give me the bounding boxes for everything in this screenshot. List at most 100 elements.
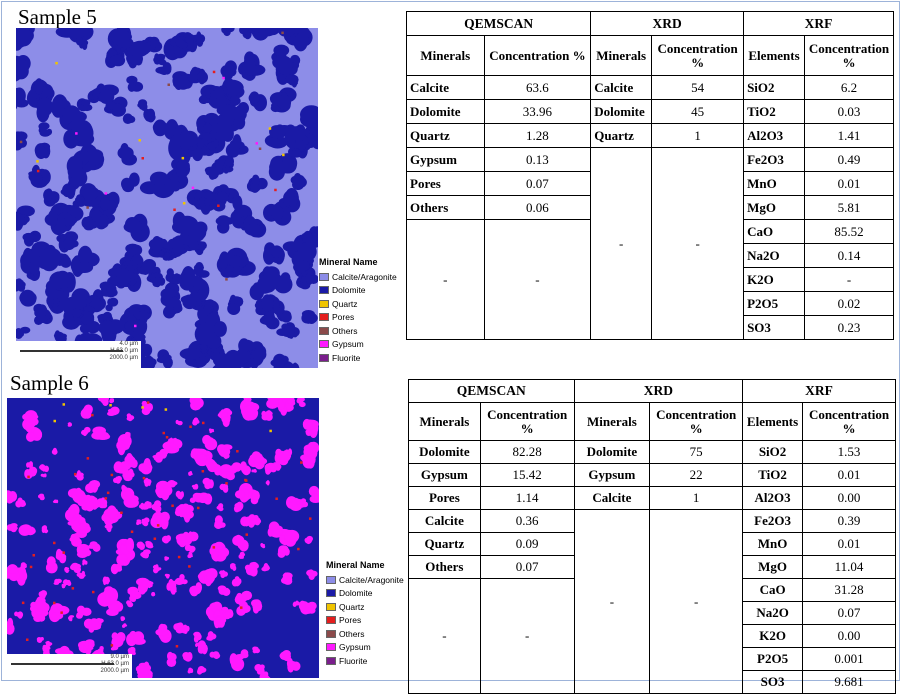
- pore-grain: [30, 566, 33, 569]
- qemscan-mineral: Quartz: [407, 124, 485, 148]
- qemscan-header: QEMSCAN: [407, 12, 591, 36]
- accessory-grain: [225, 278, 228, 281]
- gypsum-grain: [175, 574, 188, 585]
- xrf-value: 0.07: [803, 602, 896, 625]
- gypsum-grain: [280, 650, 291, 661]
- legend-item-gypsum: Gypsum: [326, 641, 404, 655]
- qemscan-mineral: Quartz: [409, 533, 481, 556]
- pore-grain: [154, 538, 157, 541]
- concentration-header: Concentration %: [803, 403, 896, 441]
- gypsum-grain: [109, 398, 114, 403]
- pore-grain: [171, 505, 174, 508]
- dolomite-grain: [221, 28, 234, 36]
- xrd-header: XRD: [574, 380, 743, 403]
- gypsum-grain: [244, 398, 252, 402]
- gypsum-grain: [141, 517, 149, 526]
- accessory-grain: [86, 206, 89, 209]
- gypsum-grain: [145, 541, 153, 549]
- xrf-element: K2O: [743, 625, 803, 648]
- pore-grain: [202, 470, 205, 473]
- gypsum-grain: [122, 623, 127, 628]
- gypsum-grain: [14, 611, 23, 618]
- legend-item-pores: Pores: [326, 614, 404, 628]
- sample-5-scalebar: 4.0 µm H 63.0 µm 2000.0 µm: [16, 341, 141, 368]
- xrd-blank: -: [650, 510, 743, 694]
- concentration-header: Concentration %: [805, 36, 894, 76]
- xrf-value: 1.53: [803, 441, 896, 464]
- dolomite-grain: [38, 122, 52, 137]
- accessory-grain: [183, 202, 186, 205]
- xrf-value: 6.2: [805, 76, 894, 100]
- pore-grain: [131, 531, 134, 534]
- xrf-element: SiO2: [744, 76, 805, 100]
- gypsum-grain: [155, 624, 171, 643]
- concentration-header: Concentration %: [650, 403, 743, 441]
- others-swatch: [319, 327, 329, 335]
- gypsum-grain: [7, 523, 18, 532]
- gypsum-grain: [54, 579, 62, 585]
- qemscan-value: 1.14: [480, 487, 574, 510]
- pore-grain: [178, 556, 181, 559]
- gypsum-grain: [220, 484, 229, 493]
- gypsum-grain: [7, 618, 15, 635]
- xrf-value: 5.81: [805, 196, 894, 220]
- gypsum-grain: [139, 503, 150, 510]
- scale-text-3: 2000.0 µm: [16, 355, 141, 362]
- xrf-value: 0.39: [803, 510, 896, 533]
- pore-grain: [246, 533, 249, 536]
- gypsum-grain: [39, 464, 49, 472]
- gypsum-grain: [81, 405, 93, 419]
- qemscan-value: 0.36: [480, 510, 574, 533]
- accessory-grain: [213, 71, 216, 74]
- dolomite-grain: [16, 278, 26, 291]
- gypsum-grain: [251, 469, 256, 473]
- gypsum-grain: [53, 500, 58, 504]
- xrf-value: 11.04: [803, 556, 896, 579]
- gypsum-grain: [210, 651, 221, 659]
- legend-title: Mineral Name: [326, 560, 404, 570]
- gypsum-grain: [111, 564, 122, 574]
- gypsum-grain: [150, 512, 169, 530]
- gypsum-grain: [188, 668, 194, 674]
- xrf-value: 0.00: [803, 625, 896, 648]
- qemscan-blank: -: [480, 579, 574, 694]
- gypsum-grain: [41, 473, 47, 477]
- gypsum-grain: [167, 652, 177, 667]
- sample-6-mineral-map: 9.0 µm H 63.0 µm 2000.0 µm: [7, 398, 319, 678]
- gypsum-grain: [138, 458, 152, 474]
- gypsum-grain: [306, 569, 318, 580]
- pore-grain: [189, 426, 192, 429]
- pore-grain: [275, 498, 278, 501]
- qemscan-value: 0.06: [484, 196, 591, 220]
- xrd-blank: -: [574, 510, 650, 694]
- qemscan-value: 82.28: [480, 441, 574, 464]
- xrd-mineral: Calcite: [574, 487, 650, 510]
- gypsum-grain: [71, 514, 87, 531]
- qemscan-value: 0.09: [480, 533, 574, 556]
- gypsum-grain: [238, 649, 249, 660]
- gypsum-swatch: [319, 340, 329, 348]
- dolomite-grain: [291, 173, 307, 190]
- gypsum-grain: [42, 525, 49, 533]
- gypsum-grain: [165, 574, 170, 579]
- gypsum-grain: [56, 549, 67, 564]
- pore-grain: [163, 432, 166, 435]
- gypsum-grain: [203, 478, 214, 490]
- dolomite-swatch: [319, 286, 329, 294]
- dolomite-grain: [271, 354, 294, 368]
- legend-item-fluorite: Fluorite: [326, 654, 404, 668]
- gypsum-grain: [232, 576, 242, 586]
- gypsum-grain: [49, 603, 70, 622]
- qemscan-mineral: Others: [409, 556, 481, 579]
- dolomite-grain: [71, 246, 100, 277]
- qemscan-mineral: Dolomite: [409, 441, 481, 464]
- xrf-value: 9.681: [803, 671, 896, 694]
- gypsum-grain: [151, 500, 161, 513]
- gypsum-grain: [211, 463, 222, 476]
- gypsum-grain: [189, 582, 202, 596]
- gypsum-grain: [98, 398, 109, 406]
